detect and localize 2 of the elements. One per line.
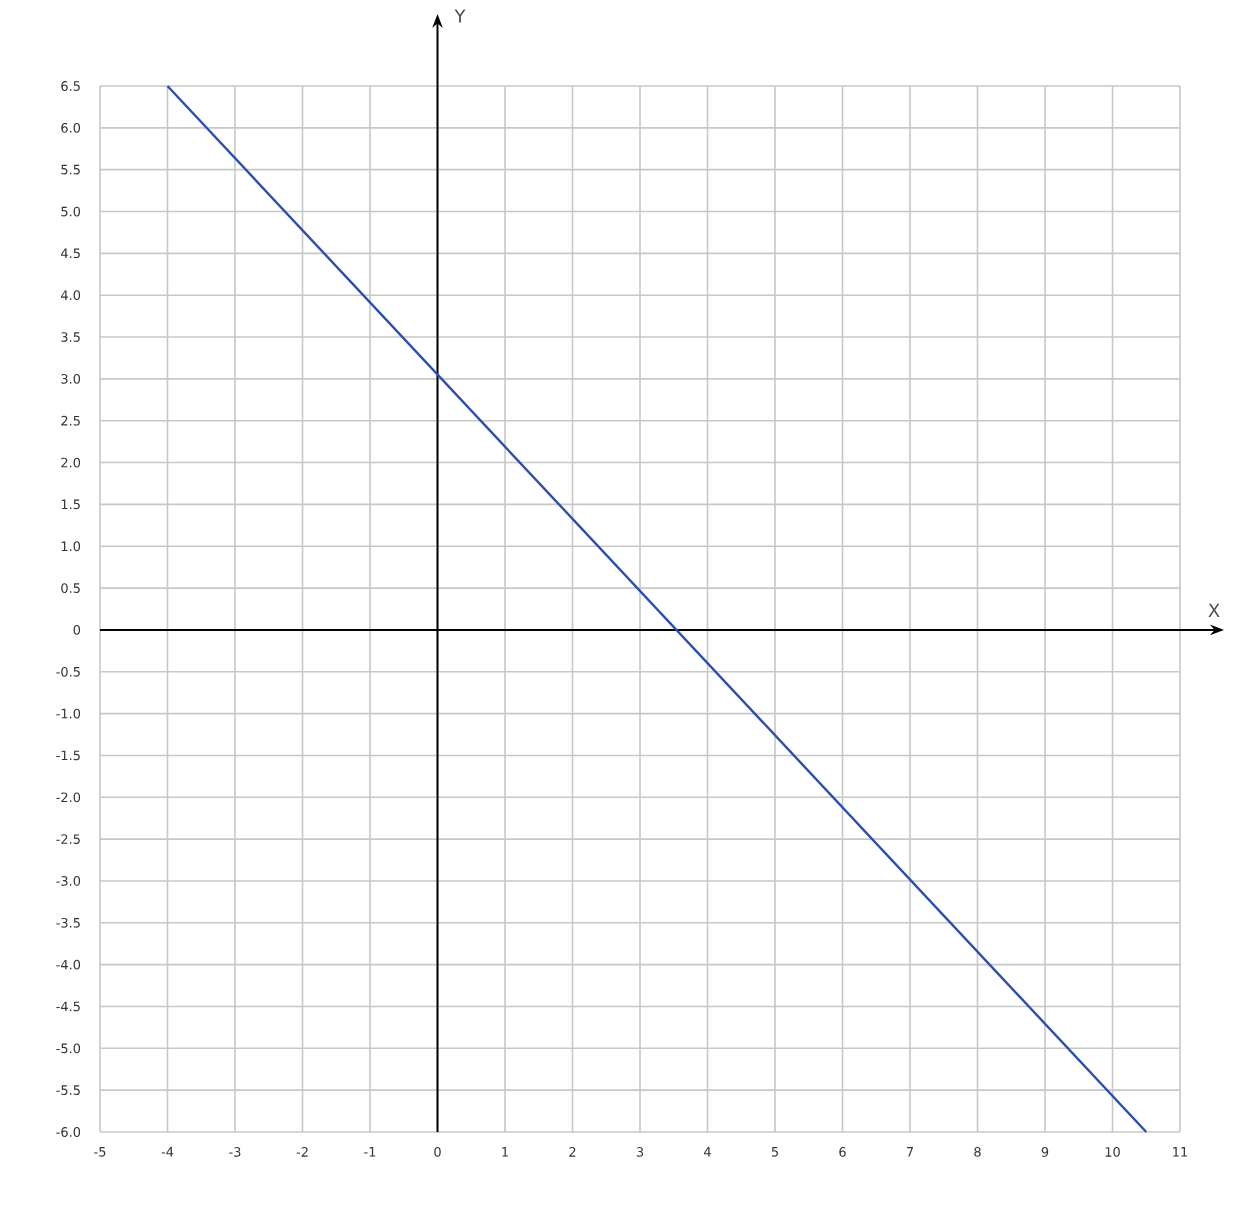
- x-axis-title: X: [1208, 603, 1220, 617]
- y-axis-title: Y: [454, 9, 466, 23]
